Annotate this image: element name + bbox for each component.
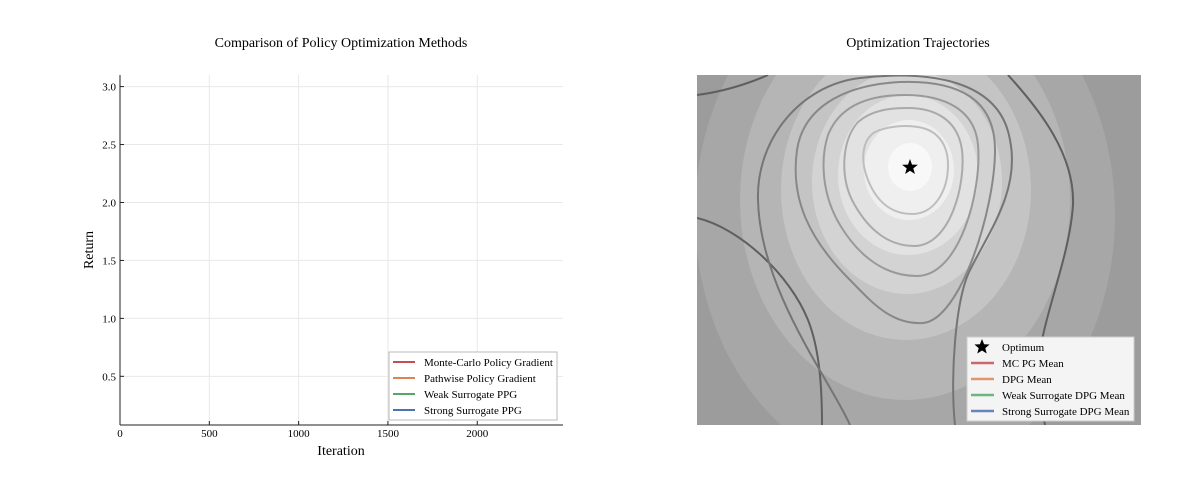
trajectories-chart: Optimization Trajectories Optimum MC PG M… <box>697 36 1141 425</box>
returns-chart: Comparison of Policy Optimization Method… <box>82 36 563 459</box>
y-tick-label: 2.5 <box>102 140 116 152</box>
trajectories-legend: Optimum MC PG Mean DPG Mean Weak Surrogate … <box>966 336 1135 422</box>
returns-legend: Monte-Carlo Policy Gradient Pathwise Poli… <box>388 351 558 421</box>
y-tick-label: 2.0 <box>102 197 116 209</box>
returns-gridlines <box>120 75 563 425</box>
returns-y-label: Return <box>82 231 97 269</box>
legend-label: Strong Surrogate PPG <box>424 405 522 417</box>
legend-star-marker <box>974 339 990 354</box>
legend-label: Strong Surrogate DPG Mean <box>1002 406 1130 418</box>
legend-label: DPG Mean <box>1002 374 1052 386</box>
returns-x-label: Iteration <box>317 444 364 459</box>
contour-line <box>697 217 823 425</box>
contour-line <box>862 125 950 216</box>
legend-label: Pathwise Policy Gradient <box>424 373 536 385</box>
y-tick-label: 1.5 <box>102 255 116 267</box>
trajectories-chart-title: Optimization Trajectories <box>846 36 989 51</box>
y-tick-label: 1.0 <box>102 313 116 325</box>
y-tick-label: 0.5 <box>102 371 116 383</box>
legend-box <box>966 336 1135 422</box>
contour-line <box>843 106 964 248</box>
y-tick-label: 3.0 <box>102 82 116 94</box>
contour-line <box>794 80 997 325</box>
x-tick-label: 1000 <box>288 428 311 440</box>
legend-label: Weak Surrogate PPG <box>424 389 517 401</box>
legend-label: Monte-Carlo Policy Gradient <box>424 357 553 369</box>
legend-label: Optimum <box>1002 342 1045 354</box>
legend-box <box>388 351 558 421</box>
optimum-star-marker <box>902 159 918 174</box>
x-tick-label: 500 <box>201 428 218 440</box>
legend-label: MC PG Mean <box>1002 358 1064 370</box>
contour-line <box>697 75 769 96</box>
x-tick-label: 1500 <box>377 428 400 440</box>
x-tick-label: 2000 <box>466 428 489 440</box>
returns-x-ticks: 0 500 1000 1500 2000 <box>117 421 489 440</box>
legend-label: Weak Surrogate DPG Mean <box>1002 390 1125 402</box>
returns-chart-title: Comparison of Policy Optimization Method… <box>215 36 468 51</box>
returns-y-ticks: 0.5 1.0 1.5 2.0 2.5 3.0 <box>102 82 124 383</box>
contour-line <box>756 75 1013 425</box>
x-tick-label: 0 <box>117 428 123 440</box>
contour-line <box>822 93 980 278</box>
